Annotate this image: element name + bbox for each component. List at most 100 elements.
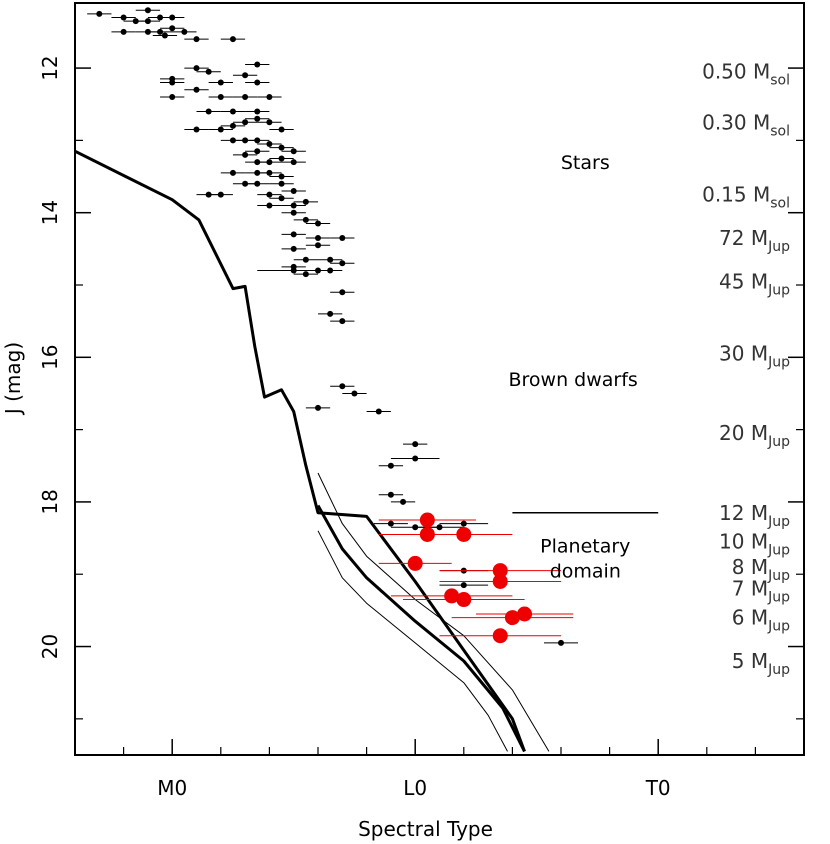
marker [436,524,443,531]
mass-label-4: 45 MJup [719,269,790,298]
black-point-35 [269,126,294,133]
mass-label-0: 0.50 Msol [702,60,790,89]
marker [315,242,321,249]
marker [290,245,297,252]
curve-lowest [317,530,508,752]
marker [290,188,297,194]
curves-layer [75,149,550,753]
marker [217,191,224,198]
red-point-5 [439,573,561,589]
marker [157,28,164,35]
marker [290,159,297,166]
black-point-84 [330,383,355,390]
black-point-24 [232,72,258,79]
marker [290,209,297,216]
marker [144,7,151,14]
marker [290,231,297,238]
black-point-5 [160,14,185,21]
marker [120,14,127,21]
black-point-11 [184,36,209,43]
black-point-33 [245,115,270,122]
marker [254,137,261,144]
black-point-55 [245,180,270,187]
mass-label-11: 6 MJup [732,606,790,635]
region-label-3: domain [550,561,621,583]
black-point-98 [439,582,489,589]
marker [278,144,285,151]
marker [254,115,261,122]
black-point-40 [245,137,270,144]
black-point-73 [293,256,318,263]
marker [302,256,309,263]
black-point-61 [269,195,294,202]
x-tick-label-L0: L0 [403,776,427,800]
black-point-17 [184,86,209,93]
red-point-9 [451,610,574,626]
black-point-43 [269,144,294,151]
marker [229,36,236,43]
black-point-71 [281,245,306,252]
x-tick-label-T0: T0 [645,776,671,800]
black-point-26 [196,108,221,115]
marker [460,582,467,589]
black-point-15 [245,61,270,68]
black-point-89 [390,455,440,462]
marker [193,36,200,43]
marker [169,14,176,21]
marker [217,126,224,133]
black-point-20 [160,79,185,86]
black-point-41 [257,141,282,147]
marker [229,108,236,115]
black-point-12 [135,18,161,25]
black-point-27 [220,108,246,115]
black-point-81 [330,289,355,296]
y-tick-label-20: 20 [38,634,62,659]
marker [229,169,236,176]
black-point-91 [378,491,404,498]
marker [193,126,200,133]
black-point-70 [330,235,355,241]
black-point-90 [378,462,404,469]
black-point-83 [330,318,355,325]
mass-label-6: 20 MJup [719,421,790,450]
marker [278,126,285,133]
marker [217,79,224,86]
marker [266,141,273,147]
marker [339,235,346,241]
black-point-80 [257,267,331,274]
black-point-86 [305,404,331,411]
black-point-28 [245,108,270,115]
marker [266,119,273,126]
black-point-66 [293,216,318,223]
black-point-96 [439,520,489,527]
marker [327,310,334,317]
marker [193,86,200,93]
marker [339,383,346,390]
marker [161,32,168,39]
marker [558,639,564,646]
black-point-16 [184,65,209,72]
y-tick-label-12: 12 [38,55,62,80]
black-point-45 [232,151,258,158]
marker [456,526,472,542]
marker [242,72,249,79]
marker [278,180,285,187]
marker [229,122,236,129]
marker [242,94,249,100]
marker [217,94,224,100]
marker [504,610,520,626]
marker [96,10,103,17]
marker [327,256,334,263]
black-point-21 [208,79,233,86]
black-point-78 [330,260,355,267]
marker [169,94,176,100]
marker [254,79,261,86]
marker [278,155,285,162]
red-point-3 [378,555,452,571]
red-point-2 [415,526,513,542]
black-point-68 [281,231,306,238]
marker [456,592,472,608]
marker [339,318,346,325]
black-point-37 [208,126,233,133]
